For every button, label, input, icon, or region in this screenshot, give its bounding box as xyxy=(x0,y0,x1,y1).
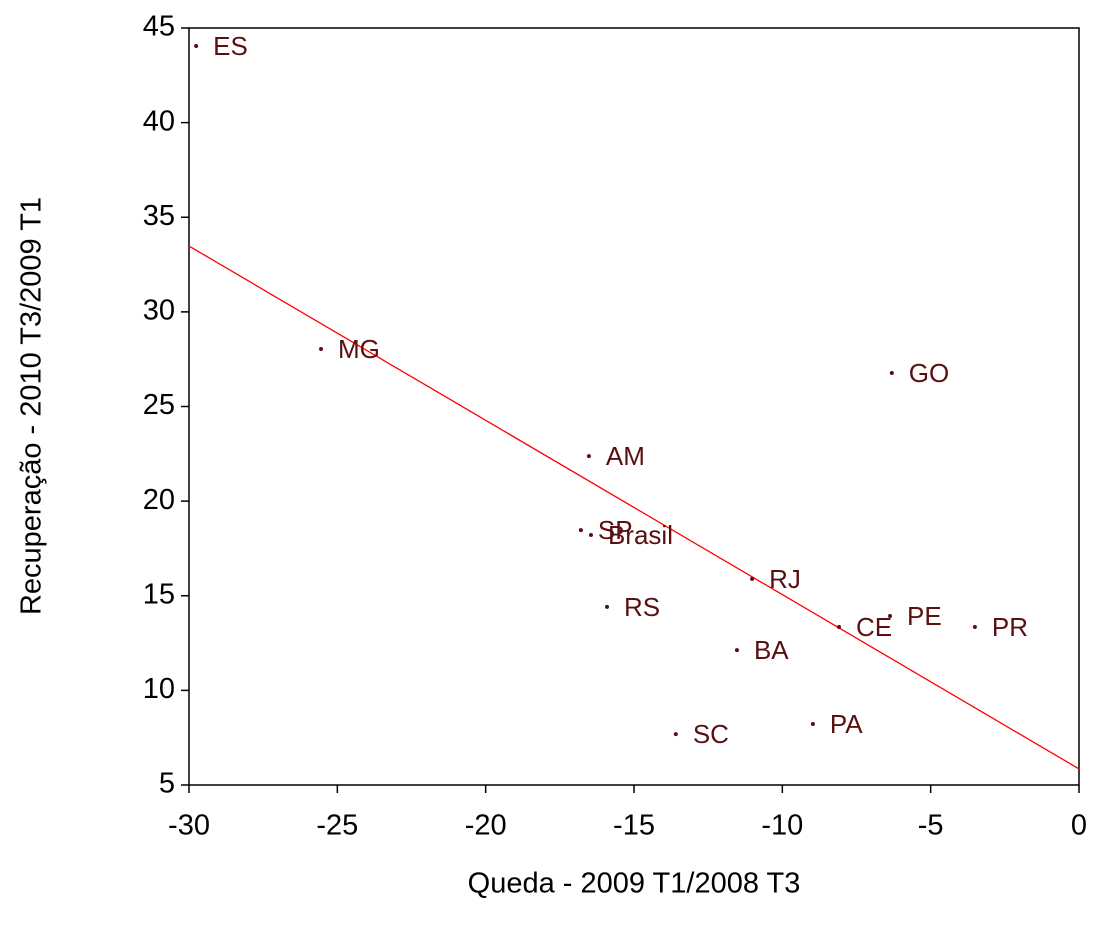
y-tick-label: 30 xyxy=(143,295,175,327)
x-tick-label: -10 xyxy=(761,810,803,842)
point xyxy=(734,648,739,653)
y-tick-label: 10 xyxy=(143,673,175,705)
y-tick-label: 25 xyxy=(143,389,175,421)
point xyxy=(194,43,199,48)
point-label: CE xyxy=(856,612,892,642)
x-tick-label: -25 xyxy=(316,810,358,842)
y-tick-label: 35 xyxy=(143,200,175,232)
point xyxy=(588,533,593,538)
y-axis-label: Recuperação - 2010 T3/2009 T1 xyxy=(16,197,48,615)
point-label: ES xyxy=(213,31,248,61)
x-tick-label: -5 xyxy=(918,810,944,842)
trend-line xyxy=(188,245,1080,770)
plot-frame xyxy=(188,27,1080,786)
point-label: PE xyxy=(907,601,942,631)
y-tick-label: 20 xyxy=(143,484,175,516)
point xyxy=(836,624,841,629)
point-label: RJ xyxy=(769,564,801,594)
x-tick-label: -30 xyxy=(168,810,210,842)
point xyxy=(810,722,815,727)
x-tick-label: -15 xyxy=(613,810,655,842)
y-tick-label: 15 xyxy=(143,578,175,610)
point-label: Brasil xyxy=(608,520,673,550)
point xyxy=(889,371,894,376)
x-tick-label: -20 xyxy=(465,810,507,842)
y-tick-label: 40 xyxy=(143,105,175,137)
point-label: PA xyxy=(830,709,863,739)
x-tick-label: 0 xyxy=(1071,810,1087,842)
point-label: RS xyxy=(624,592,660,622)
point-label: PR xyxy=(992,612,1028,642)
point-label: BA xyxy=(754,635,789,665)
point xyxy=(578,528,583,533)
y-tick-label: 5 xyxy=(159,768,175,800)
point xyxy=(605,604,610,609)
point xyxy=(888,613,893,618)
y-tick-label: 45 xyxy=(143,11,175,43)
point-label: MG xyxy=(338,334,380,364)
x-axis-label: Queda - 2009 T1/2008 T3 xyxy=(468,868,801,900)
point xyxy=(673,732,678,737)
point xyxy=(319,346,324,351)
point-label: AM xyxy=(606,441,645,471)
point xyxy=(972,624,977,629)
point xyxy=(586,454,591,459)
point-label: SP xyxy=(598,515,633,545)
point-label: SC xyxy=(693,719,729,749)
point xyxy=(750,576,755,581)
point-label: GO xyxy=(909,358,949,388)
